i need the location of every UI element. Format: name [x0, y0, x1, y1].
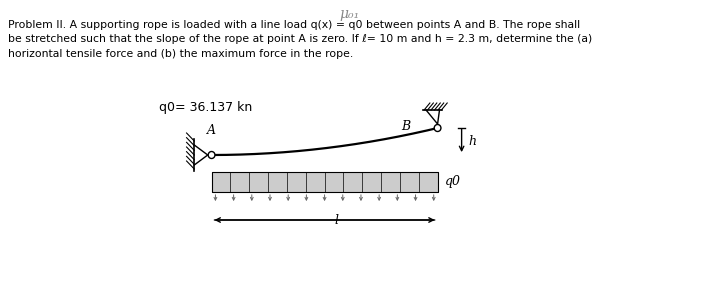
Bar [211, 172, 438, 192]
Text: μ₀₁: μ₀₁ [339, 7, 359, 21]
Text: q0: q0 [445, 175, 461, 188]
Circle shape [434, 124, 441, 131]
Text: A: A [207, 124, 216, 137]
Text: q0= 36.137 kn: q0= 36.137 kn [159, 102, 252, 114]
Text: B: B [401, 120, 411, 133]
Text: h: h [468, 135, 476, 148]
Circle shape [208, 151, 215, 158]
Text: Problem II. A supporting rope is loaded with a line load q(x) = q0 between point: Problem II. A supporting rope is loaded … [8, 20, 592, 59]
Text: l: l [334, 213, 338, 226]
